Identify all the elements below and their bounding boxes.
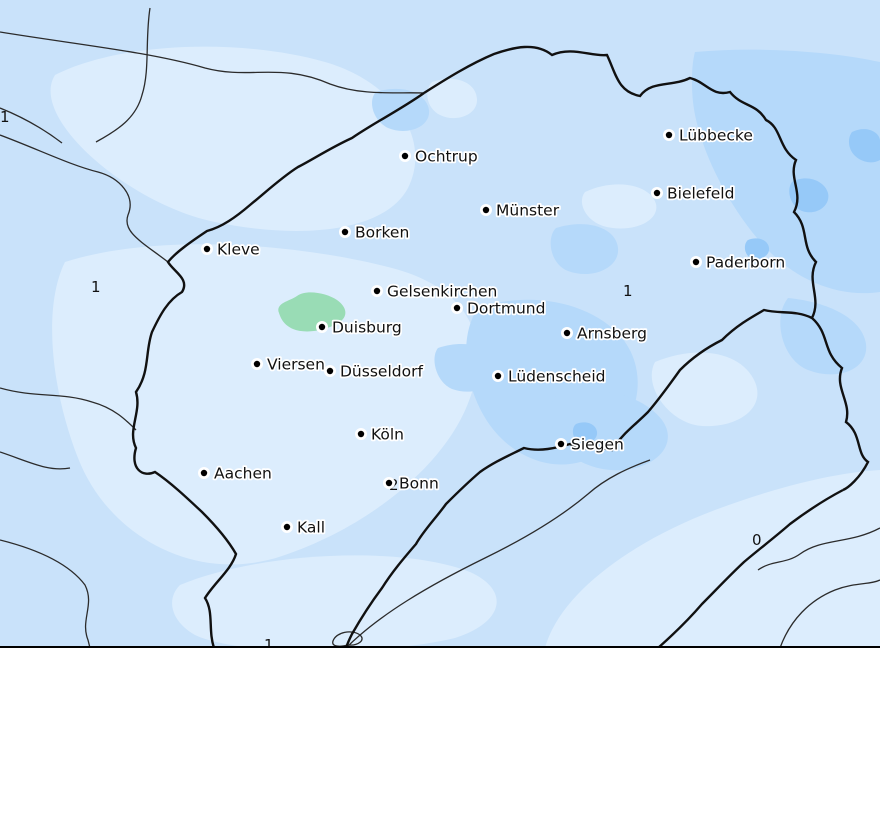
city-marker-d-sseldorf: Düsseldorf xyxy=(324,361,425,382)
city-marker-bonn: Bonn xyxy=(383,473,440,494)
city-label: Borken xyxy=(355,224,409,242)
state-border-lines xyxy=(131,45,870,649)
city-dot xyxy=(385,479,393,487)
city-markers: Ochtrup Lübbecke Bielefeld Münster Borken Kle… xyxy=(198,125,787,538)
city-marker-viersen: Viersen xyxy=(251,354,327,375)
city-label: Paderborn xyxy=(706,254,785,272)
city-label: Siegen xyxy=(571,436,624,454)
city-dot xyxy=(203,245,211,253)
city-dot xyxy=(318,323,326,331)
map-footer-divider xyxy=(0,646,880,648)
contour-value-label: 1 xyxy=(264,636,274,648)
city-dot xyxy=(401,152,409,160)
city-dot xyxy=(453,304,461,312)
city-label: Viersen xyxy=(267,356,325,374)
contour-value-label: 0 xyxy=(752,531,762,549)
city-dot xyxy=(557,440,565,448)
city-marker-aachen: Aachen xyxy=(198,463,274,484)
city-label: Gelsenkirchen xyxy=(387,283,497,301)
temperature-map: 111201 OchtrupLübbeckeBielefeldMünsterBo… xyxy=(0,0,880,654)
city-dot xyxy=(494,372,502,380)
city-marker-l-denscheid: Lüdenscheid xyxy=(492,366,607,387)
city-marker-gelsenkirchen: Gelsenkirchen xyxy=(371,281,499,302)
city-dot xyxy=(482,206,490,214)
city-label: Dortmund xyxy=(467,300,545,318)
city-marker-k-ln: Köln xyxy=(355,424,406,445)
city-dot xyxy=(665,131,673,139)
city-dot xyxy=(692,258,700,266)
contour-value-label: 1 xyxy=(623,282,633,300)
city-marker-ochtrup: Ochtrup xyxy=(399,146,479,167)
city-marker-paderborn: Paderborn xyxy=(690,252,787,273)
city-label: Duisburg xyxy=(332,319,402,337)
city-dot xyxy=(283,523,291,531)
city-dot xyxy=(326,367,334,375)
city-marker-kleve: Kleve xyxy=(201,239,261,260)
duisburg-warm-patch xyxy=(278,292,346,332)
city-marker-borken: Borken xyxy=(339,222,411,243)
city-dot xyxy=(341,228,349,236)
city-dot xyxy=(253,360,261,368)
city-dot xyxy=(563,329,571,337)
city-marker-dortmund: Dortmund xyxy=(451,298,547,319)
city-label: Bielefeld xyxy=(667,185,734,203)
city-label: Lübbecke xyxy=(679,127,753,145)
city-label: Lüdenscheid xyxy=(508,368,606,386)
contour-value-label: 1 xyxy=(91,278,101,296)
city-label: Bonn xyxy=(399,475,439,493)
city-label: Ochtrup xyxy=(415,148,478,166)
city-label: Köln xyxy=(371,426,404,444)
city-marker-l-bbecke: Lübbecke xyxy=(663,125,755,146)
contour-value-label: 1 xyxy=(0,108,10,126)
map-canvas: 111201 OchtrupLübbeckeBielefeldMünsterBo… xyxy=(0,0,880,654)
caption-area: Temperatur in 2m (in °C) Modell: ICON-D2… xyxy=(0,648,880,830)
temperature-fill-patches xyxy=(50,46,880,652)
city-label: Düsseldorf xyxy=(340,363,423,381)
city-label: Aachen xyxy=(214,465,272,483)
city-marker-duisburg: Duisburg xyxy=(316,317,403,338)
city-marker-kall: Kall xyxy=(281,517,327,538)
city-dot xyxy=(653,189,661,197)
city-label: Kall xyxy=(297,519,325,537)
city-marker-bielefeld: Bielefeld xyxy=(651,183,736,204)
city-dot xyxy=(357,430,365,438)
city-label: Münster xyxy=(496,202,560,220)
city-label: Kleve xyxy=(217,241,260,259)
city-dot xyxy=(200,469,208,477)
city-label: Arnsberg xyxy=(577,325,647,343)
city-dot xyxy=(373,287,381,295)
city-marker-m-nster: Münster xyxy=(480,200,561,221)
city-marker-arnsberg: Arnsberg xyxy=(561,323,649,344)
city-marker-siegen: Siegen xyxy=(555,434,626,455)
